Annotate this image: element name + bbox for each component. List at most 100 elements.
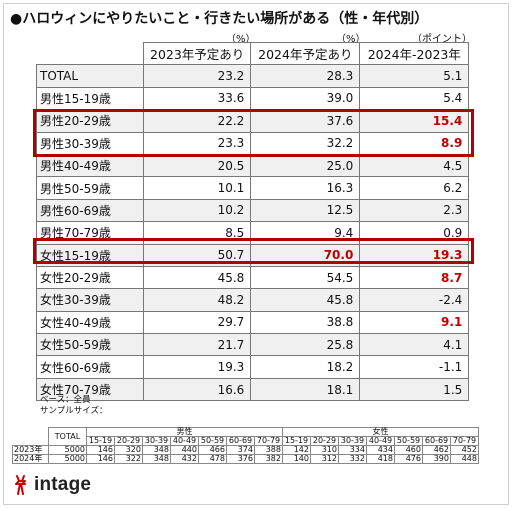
value-diff: 5.1 <box>359 64 470 88</box>
value-diff: 5.4 <box>359 86 470 111</box>
sample-size-table: TOTAL 男性 女性 15-19 20-29 30-39 40-49 50-59 60-… <box>12 427 479 464</box>
value-2024: 37.6 <box>250 109 361 133</box>
row-label: 女性15-19歳 <box>36 243 144 267</box>
value-diff: 6.2 <box>359 176 470 200</box>
row-label: 女性40-49歳 <box>36 310 144 335</box>
row-label: 男性30-39歳 <box>36 131 144 155</box>
table-row: 男性60-69歳 10.2 12.5 2.3 <box>36 198 470 223</box>
value-2023: 29.7 <box>142 310 252 335</box>
value-2024: 25.8 <box>250 333 361 357</box>
table-row: 男性20-29歳 22.2 37.6 15.4 <box>36 109 470 133</box>
unit-2023: （%） <box>226 34 256 45</box>
value-2023: 22.2 <box>142 109 252 133</box>
value-2024: 38.8 <box>250 310 361 335</box>
value-2024: 18.2 <box>250 355 361 379</box>
sample-female-value: 448 <box>450 454 479 464</box>
row-label: 男性60-69歳 <box>36 198 144 223</box>
row-label: 女性50-59歳 <box>36 333 144 357</box>
value-2023: 20.5 <box>142 153 252 178</box>
value-2024: 25.0 <box>250 153 361 178</box>
value-diff: 2.3 <box>359 198 470 223</box>
row-label: 男性15-19歳 <box>36 86 144 111</box>
row-label: 女性60-69歳 <box>36 355 144 379</box>
sample-female-value: 312 <box>310 454 339 464</box>
value-2024: 70.0 <box>250 243 361 267</box>
sample-male-value: 432 <box>170 454 199 464</box>
value-2024: 18.1 <box>250 377 361 402</box>
header-2023: 2023年予定あり <box>142 41 252 66</box>
sample-female-value: 332 <box>338 454 367 464</box>
table-row: 女性15-19歳 50.7 70.0 19.3 <box>36 243 470 267</box>
header-2024: 2024年予定あり <box>250 41 361 66</box>
sample-male-value: 348 <box>142 454 171 464</box>
table-row: 男性50-59歳 10.1 16.3 6.2 <box>36 176 470 200</box>
value-2023: 10.1 <box>142 176 252 200</box>
value-diff: 15.4 <box>359 109 470 133</box>
value-diff: 1.5 <box>359 377 470 402</box>
intage-logo-icon <box>15 475 26 495</box>
header-diff: 2024年-2023年 <box>359 41 470 66</box>
intage-logo: intage <box>14 474 91 496</box>
table-row: 女性50-59歳 21.7 25.8 4.1 <box>36 333 470 357</box>
table-header-row: 2023年予定あり 2024年予定あり 2024年-2023年 <box>36 41 470 66</box>
value-2023: 50.7 <box>142 243 252 267</box>
value-diff: 8.9 <box>359 131 470 155</box>
data-table: 2023年予定あり 2024年予定あり 2024年-2023年 TOTAL 23.… <box>36 41 470 402</box>
unit-diff: （ポイント） <box>412 34 472 45</box>
row-label: 女性20-29歳 <box>36 265 144 290</box>
sample-size-note: サンプルサイズ： <box>40 406 108 416</box>
base-note: ベース：全員 <box>40 395 91 405</box>
sample-male-value: 146 <box>86 454 115 464</box>
sample-female-value: 140 <box>282 454 311 464</box>
intage-logo-text: intage <box>34 474 92 495</box>
chart-title: ●ハロウィンにやりたいこと・行きたい場所がある（性・年代別） <box>10 11 429 27</box>
value-2023: 23.3 <box>142 131 252 155</box>
table-row: 女性30-39歳 48.2 45.8 -2.4 <box>36 288 470 312</box>
sample-female-value: 476 <box>394 454 423 464</box>
table-row: 女性20-29歳 45.8 54.5 8.7 <box>36 265 470 290</box>
table-row: 男性30-39歳 23.3 32.2 8.9 <box>36 131 470 155</box>
chart-frame <box>3 3 509 505</box>
value-diff: 4.5 <box>359 153 470 178</box>
value-2023: 16.6 <box>142 377 252 402</box>
row-label: TOTAL <box>36 64 144 88</box>
value-2024: 54.5 <box>250 265 361 290</box>
sample-male-value: 376 <box>226 454 255 464</box>
value-2024: 9.4 <box>250 221 361 245</box>
sample-total-header: TOTAL <box>48 427 87 446</box>
value-diff: -1.1 <box>359 355 470 379</box>
value-diff: 4.1 <box>359 333 470 357</box>
sample-year: 2024年 <box>12 454 49 464</box>
sample-female-value: 418 <box>366 454 395 464</box>
table-row: 女性70-79歳 16.6 18.1 1.5 <box>36 377 470 402</box>
notes: ベース：全員 サンプルサイズ： <box>40 395 108 417</box>
value-2024: 39.0 <box>250 86 361 111</box>
value-2024: 12.5 <box>250 198 361 223</box>
table-row: 女性40-49歳 29.7 38.8 9.1 <box>36 310 470 335</box>
value-2024: 45.8 <box>250 288 361 312</box>
row-label: 男性70-79歳 <box>36 221 144 245</box>
value-2023: 23.2 <box>142 64 252 88</box>
value-2024: 16.3 <box>250 176 361 200</box>
row-label: 女性30-39歳 <box>36 288 144 312</box>
row-label: 女性70-79歳 <box>36 377 144 402</box>
table-row: 男性15-19歳 33.6 39.0 5.4 <box>36 86 470 111</box>
value-diff: 8.7 <box>359 265 470 290</box>
value-2023: 45.8 <box>142 265 252 290</box>
value-2023: 33.6 <box>142 86 252 111</box>
sample-female-value: 390 <box>422 454 451 464</box>
sample-total: 5000 <box>48 454 87 464</box>
row-label: 男性20-29歳 <box>36 109 144 133</box>
value-2023: 21.7 <box>142 333 252 357</box>
value-diff: -2.4 <box>359 288 470 312</box>
table-row: TOTAL 23.2 28.3 5.1 <box>36 64 470 88</box>
sample-male-value: 322 <box>114 454 143 464</box>
value-2023: 8.5 <box>142 221 252 245</box>
sample-male-value: 382 <box>254 454 283 464</box>
value-2024: 32.2 <box>250 131 361 155</box>
header-blank <box>36 42 144 66</box>
sample-row: 2024年 5000 146 322 348 432 478 376 382 140 312 332 4… <box>12 454 479 464</box>
sample-header-row-2: 15-19 20-29 30-39 40-49 50-59 60-69 70-79 15-19… <box>13 436 479 446</box>
table-row: 男性70-79歳 8.5 9.4 0.9 <box>36 221 470 245</box>
sample-male-value: 478 <box>198 454 227 464</box>
